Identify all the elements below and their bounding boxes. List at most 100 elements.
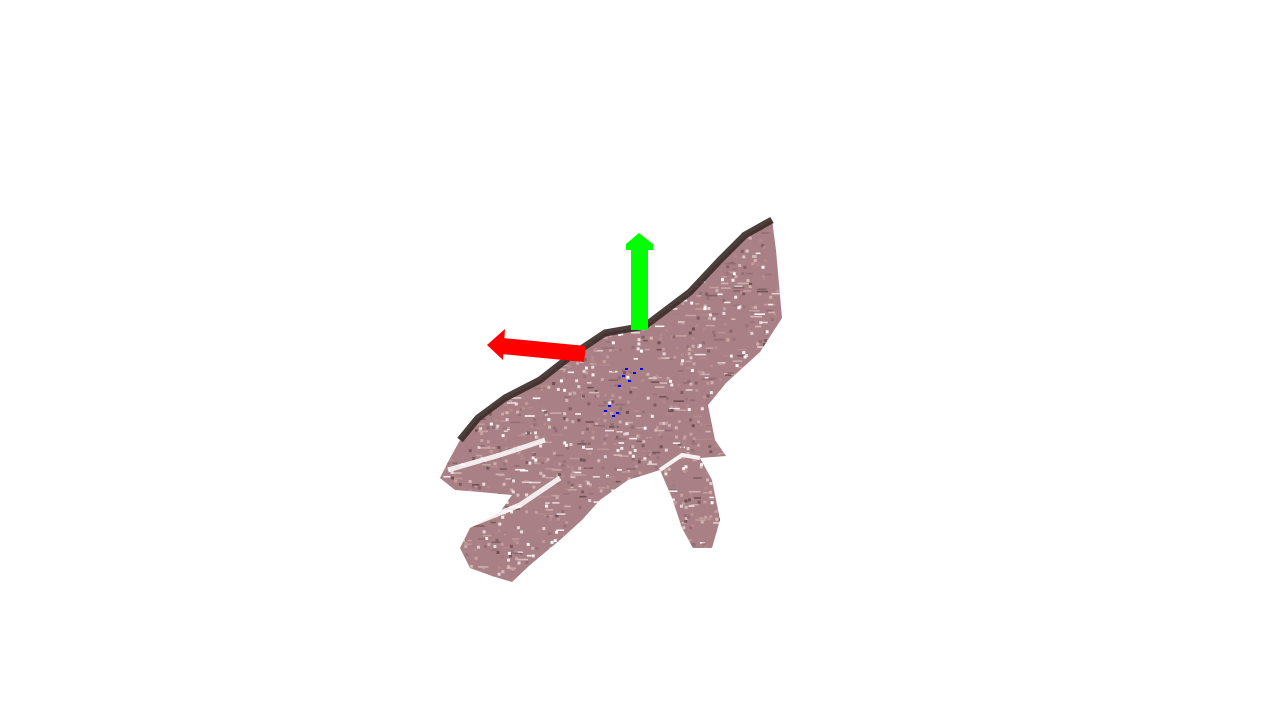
point-sample <box>697 420 700 424</box>
point-sample <box>553 238 556 242</box>
point-sample <box>590 236 597 238</box>
point-sample <box>641 444 645 448</box>
point-sample <box>588 573 592 577</box>
point-sample <box>666 499 670 503</box>
point-sample <box>459 239 465 242</box>
point-sample <box>701 371 705 375</box>
point-sample <box>716 436 720 440</box>
point-sample <box>456 587 459 590</box>
point-sample <box>623 571 626 575</box>
point-sample <box>436 435 439 438</box>
point-sample <box>726 265 730 269</box>
point-sample <box>578 466 582 470</box>
point-sample <box>478 239 482 243</box>
point-sample <box>568 457 580 460</box>
point-sample <box>624 494 628 498</box>
point-sample <box>477 365 480 369</box>
point-sample <box>617 376 621 380</box>
point-sample <box>465 269 474 271</box>
point-sample <box>559 221 563 225</box>
point-sample <box>549 464 553 468</box>
point-sample <box>728 232 738 235</box>
point-sample <box>665 236 670 239</box>
point-sample <box>768 303 773 306</box>
point-sample <box>440 317 444 321</box>
point-sample <box>498 522 502 526</box>
point-sample <box>667 423 671 427</box>
point-sample <box>449 239 453 243</box>
point-sample <box>737 410 743 412</box>
point-sample <box>483 545 487 549</box>
point-sample <box>764 407 768 411</box>
point-sample <box>765 330 769 334</box>
point-sample <box>652 376 656 380</box>
point-sample <box>713 508 717 512</box>
point-sample <box>552 502 560 504</box>
point-sample <box>543 422 547 426</box>
point-sample <box>523 322 527 326</box>
point-sample <box>440 555 448 558</box>
point-sample <box>476 236 480 239</box>
point-sample <box>615 480 621 483</box>
point-sample <box>587 386 594 389</box>
point-sample <box>475 235 483 238</box>
point-sample <box>473 279 478 282</box>
point-sample <box>588 264 592 268</box>
point-sample <box>497 529 501 533</box>
point-sample <box>458 389 462 393</box>
point-sample <box>622 471 631 473</box>
point-sample <box>702 573 706 577</box>
point-sample <box>490 521 496 524</box>
point-sample <box>769 447 776 449</box>
point-sample <box>750 321 755 323</box>
point-sample <box>641 417 645 421</box>
point-sample <box>615 513 626 515</box>
point-sample <box>534 511 538 515</box>
point-sample <box>662 421 666 425</box>
point-sample <box>595 566 599 570</box>
point-sample <box>565 398 569 402</box>
point-sample <box>546 359 550 363</box>
point-sample <box>604 510 608 514</box>
point-sample <box>469 229 478 232</box>
point-sample <box>483 253 491 256</box>
point-sample <box>671 279 676 282</box>
point-sample <box>762 537 767 539</box>
point-sample <box>728 532 736 535</box>
point-sample <box>453 517 457 521</box>
point-sample <box>545 477 555 479</box>
point-sample <box>706 294 718 297</box>
point-sample <box>671 498 675 502</box>
point-sample <box>708 517 712 521</box>
point-sample <box>460 228 464 232</box>
point-sample <box>568 364 572 368</box>
point-sample <box>476 578 480 582</box>
point-sample <box>729 384 737 386</box>
point-sample <box>565 223 569 227</box>
point-sample <box>738 451 745 454</box>
point-sample <box>452 314 460 316</box>
point-sample <box>742 409 750 412</box>
point-sample <box>777 229 781 233</box>
point-sample <box>492 506 496 510</box>
point-sample <box>494 281 498 285</box>
point-sample <box>774 579 778 582</box>
point-sample <box>781 462 782 466</box>
point-sample <box>461 369 467 371</box>
point-sample <box>593 424 606 427</box>
point-sample <box>742 397 746 401</box>
point-sample <box>642 450 653 452</box>
point-sample <box>612 491 620 493</box>
z-axis-point <box>633 372 636 374</box>
point-sample <box>699 423 703 426</box>
point-sample <box>486 466 490 470</box>
point-sample <box>547 546 550 550</box>
point-sample <box>673 355 677 359</box>
point-sample <box>657 341 661 345</box>
point-sample <box>451 369 455 373</box>
point-sample <box>584 578 592 581</box>
point-sample <box>644 534 651 537</box>
point-sample <box>783 361 786 364</box>
point-sample <box>648 228 652 232</box>
